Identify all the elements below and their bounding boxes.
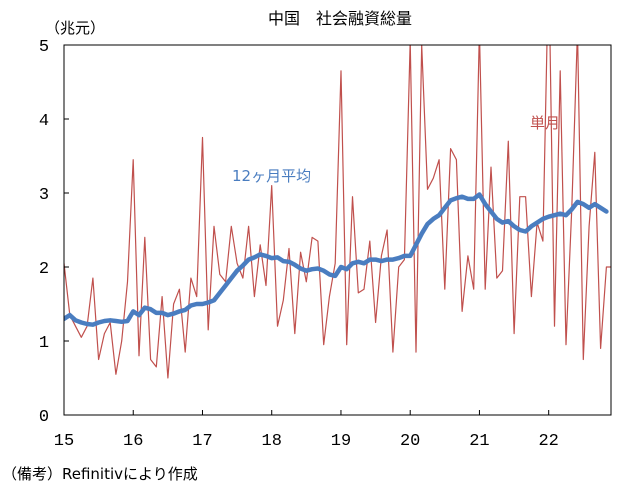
x-tick-label: 18 [262,432,282,451]
x-tick-label: 22 [538,432,558,451]
y-tick-label: 1 [39,334,49,353]
series-layer [64,45,611,379]
avg-series-line [64,192,609,327]
y-axis-unit: （兆元） [45,19,105,37]
chart-title: 中国 社会融資総量 [268,9,412,28]
y-tick-labels: 0 1 2 3 4 5 [39,38,49,427]
x-tick-label: 19 [331,432,351,451]
y-tick-label: 2 [39,260,49,279]
y-tick-label: 5 [39,38,49,57]
plot-frame [63,44,612,416]
y-tick-label: 0 [39,408,49,427]
x-tick-label: 21 [469,432,489,451]
plot-area [64,45,611,379]
monthly-series-label: 単月 [530,114,560,132]
x-tick-label: 15 [54,432,74,451]
x-tick-label: 20 [400,432,420,451]
avg-series-label: 12ヶ月平均 [232,167,311,185]
x-tick-label: 17 [192,432,212,451]
source-note: （備考）Refinitivにより作成 [2,465,198,483]
y-tick-label: 3 [39,186,49,205]
monthly-series-line [64,45,611,379]
x-tick-label: 16 [123,432,143,451]
axis-layer [63,44,612,416]
y-tick-label: 4 [39,112,49,131]
x-tick-labels: 15 16 17 18 19 20 21 22 [54,432,559,451]
